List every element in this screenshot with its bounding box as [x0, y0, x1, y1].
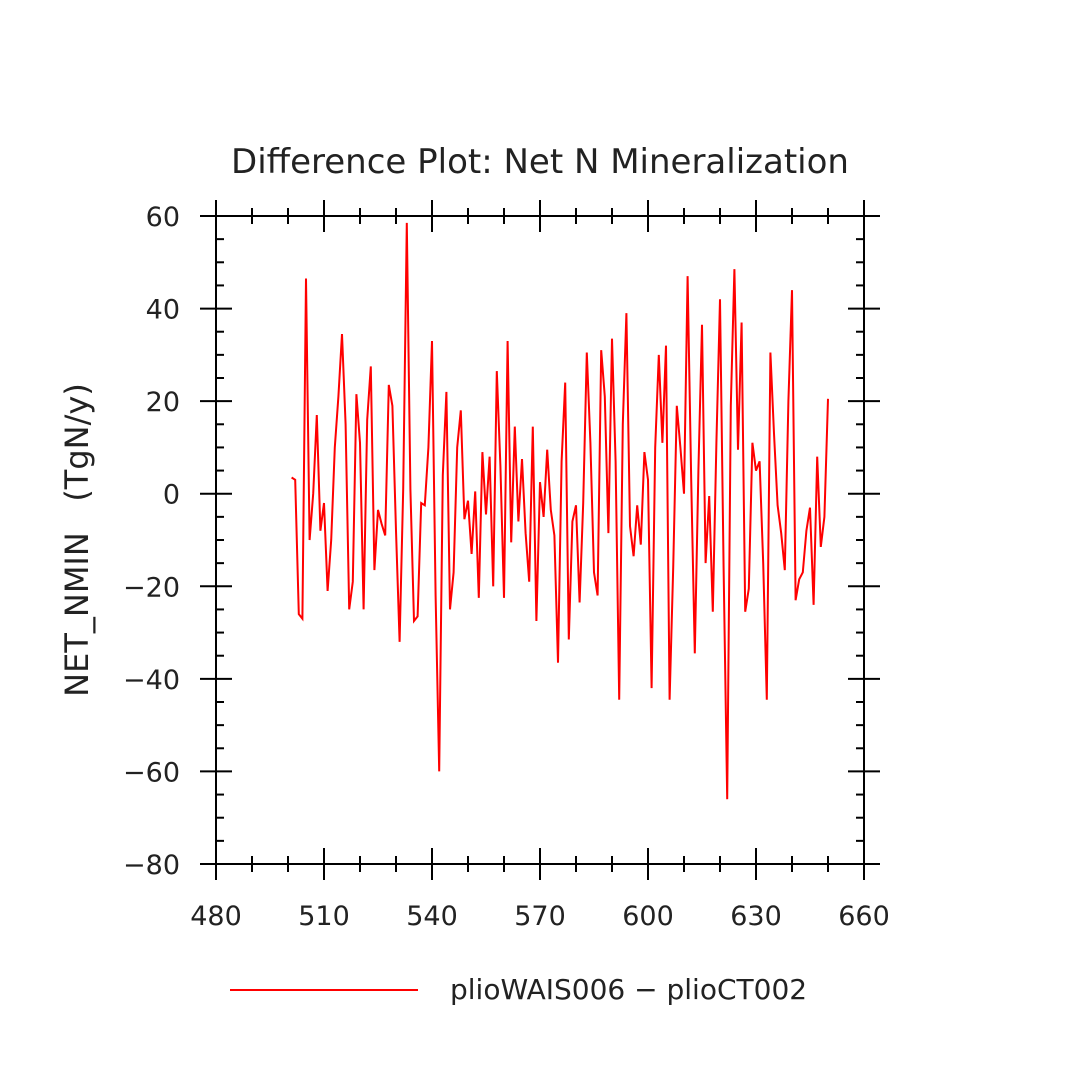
y-tick-label: −40	[123, 665, 180, 696]
series-line	[291, 222, 829, 800]
y-axis-label: NET_NMIN (TgN/y)	[58, 383, 96, 697]
x-tick-label: 600	[622, 901, 674, 932]
x-tick-label: 540	[406, 901, 458, 932]
legend-label: plioWAIS006 − plioCT002	[450, 973, 807, 1006]
y-tick-label: 40	[146, 295, 180, 326]
y-tick-label: 0	[163, 480, 180, 511]
y-tick-label: −60	[123, 757, 180, 788]
legend: plioWAIS006 − plioCT002	[230, 973, 807, 1006]
x-tick-label: 480	[190, 901, 242, 932]
x-tick-label: 570	[514, 901, 566, 932]
x-tick-label: 510	[298, 901, 350, 932]
chart-title: Difference Plot: Net N Mineralization	[231, 142, 849, 182]
plot-area: 480 510 540 570 600 630 660 −80 −60 −40 −20 0 20 40 60	[123, 200, 890, 932]
x-tick-label: 660	[838, 901, 890, 932]
x-tick-label: 630	[730, 901, 782, 932]
y-tick-label: 20	[146, 387, 180, 418]
axis-ticks	[200, 200, 880, 880]
y-tick-label: −80	[123, 850, 180, 881]
axis-tick-labels: 480 510 540 570 600 630 660 −80 −60 −40 −20 0 20 40 60	[123, 202, 890, 932]
y-tick-label: 60	[146, 202, 180, 233]
plot-frame	[215, 215, 865, 865]
y-tick-label: −20	[123, 572, 180, 603]
